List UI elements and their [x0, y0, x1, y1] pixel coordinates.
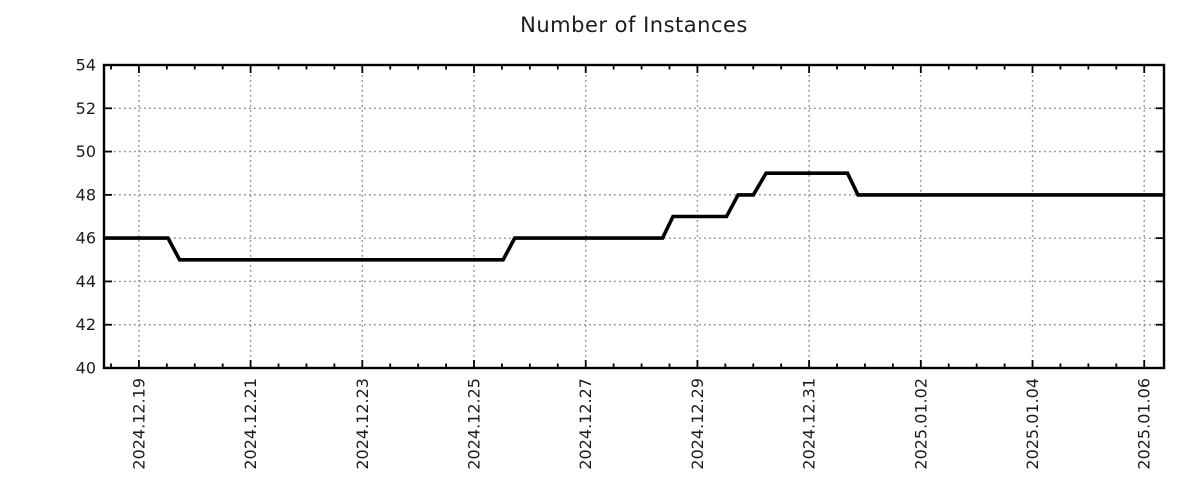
y-tick-label: 40 [76, 359, 96, 378]
y-tick-label: 54 [76, 56, 96, 75]
x-tick-label: 2025.01.02 [911, 378, 930, 470]
x-tick-label: 2024.12.29 [688, 378, 707, 470]
x-tick-label: 2025.01.06 [1135, 378, 1154, 470]
plot-border [102, 63, 1166, 370]
chart-title: Number of Instances [520, 13, 748, 37]
y-tick-label: 46 [76, 229, 96, 248]
x-tick-label: 2025.01.04 [1023, 378, 1042, 470]
y-tick-label: 48 [76, 185, 96, 204]
y-tick-label: 50 [76, 142, 96, 161]
y-tick-label: 52 [76, 99, 96, 118]
y-tick-label: 42 [76, 315, 96, 334]
x-tick-label: 2024.12.19 [129, 378, 148, 470]
x-tick-label: 2024.12.21 [241, 378, 260, 470]
y-tick-label: 44 [76, 272, 96, 291]
x-tick-label: 2024.12.25 [465, 378, 484, 470]
series-line-instances [104, 171, 1164, 262]
x-tick-label: 2024.12.27 [576, 378, 595, 470]
x-tick-label: 2024.12.23 [353, 378, 372, 470]
x-tick-label: 2024.12.31 [800, 378, 819, 470]
